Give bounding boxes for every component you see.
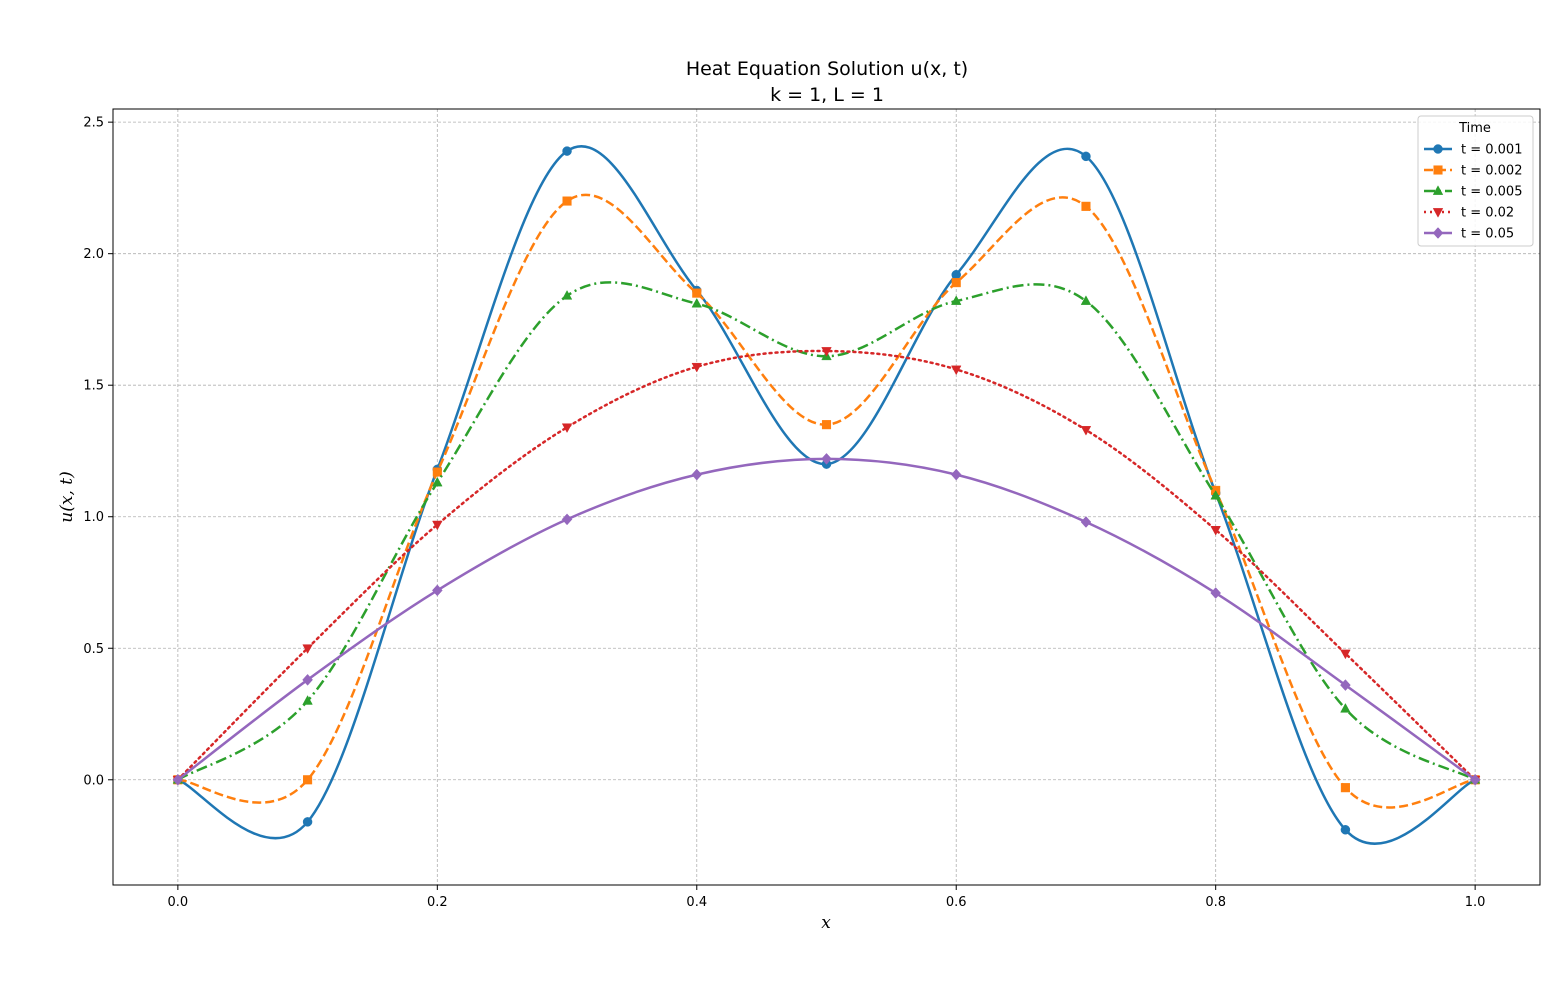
data-point [561,290,573,300]
x-tick-label: 0.2 [427,895,448,910]
legend-item: t = 0.005 [1424,185,1522,200]
data-point [303,775,313,785]
legend-label: t = 0.005 [1461,185,1522,200]
x-axis-ticks: 0.0 0.2 0.4 0.6 0.8 1.0 [168,885,1486,910]
legend-label: t = 0.05 [1461,227,1514,242]
legend-marker [1432,208,1444,218]
data-point [1080,295,1092,305]
data-point [561,423,573,434]
legend-title: Time [1458,121,1491,136]
data-point [691,362,702,373]
data-point [431,584,443,597]
series-t-0-02 [172,347,1481,786]
legend-marker [1433,144,1443,154]
x-tick-label: 1.0 [1465,895,1486,910]
data-point [1080,426,1092,436]
chart-title: Heat Equation Solution u(x, t) [686,58,968,80]
legend-item: t = 0.02 [1424,206,1514,221]
data-point [1081,201,1091,211]
legend-item: t = 0.001 [1424,143,1522,158]
series-t-0-05 [172,452,1481,786]
data-point [432,467,442,477]
legend-marker [1432,185,1444,195]
x-tick-label: 0.8 [1205,895,1226,910]
data-point [432,520,443,531]
data-point [950,468,962,481]
chart-subtitle: k = 1, L = 1 [770,84,884,106]
data-point [1210,526,1221,536]
legend: Time t = 0.001 t = 0.002 t = 0.005 t = 0.02… [1417,115,1534,247]
y-axis-ticks: 0.0 0.5 1.0 1.5 2.0 2.5 [83,116,113,788]
y-tick-label: 2.0 [83,247,104,262]
x-tick-label: 0.4 [686,895,707,910]
data-point [1210,489,1221,500]
data-point [821,420,832,430]
legend-label: t = 0.001 [1461,143,1522,158]
data-point [1340,679,1351,691]
x-tick-label: 0.0 [168,895,189,910]
data-point [951,295,962,305]
plot-frame [112,108,1541,886]
data-point [821,347,832,357]
data-point [1469,773,1481,786]
data-point [302,817,313,827]
y-tick-label: 0.5 [83,642,104,657]
data-point [1340,783,1350,793]
x-tick-label: 0.6 [946,895,967,910]
data-point [1081,151,1091,162]
data-point [951,269,961,280]
legend-marker [1432,227,1444,239]
y-tick-label: 0.0 [83,773,104,788]
y-tick-label: 1.5 [83,379,104,394]
data-point [302,695,313,705]
y-tick-label: 2.5 [83,116,104,131]
legend-item: t = 0.05 [1424,227,1514,242]
data-point [1340,825,1351,835]
data-point [691,297,702,308]
data-point [172,773,184,786]
plot-series [172,145,1481,845]
legend-item: t = 0.002 [1424,164,1522,179]
y-tick-label: 1.0 [83,510,104,525]
data-point [821,452,832,465]
data-point [1340,703,1351,713]
data-point [691,468,703,481]
data-point [1210,587,1222,599]
data-point [692,288,702,298]
legend-marker [1433,165,1443,175]
data-point [562,196,572,206]
y-axis-label: u(x, t) [57,471,77,522]
data-point [1340,649,1351,660]
legend-label: t = 0.002 [1461,164,1522,179]
data-point [432,476,443,487]
data-point [302,644,313,654]
data-point [1080,516,1092,528]
data-point [562,146,572,156]
data-point [951,278,961,288]
x-axis-label: x [821,913,831,933]
data-point [561,513,573,526]
legend-label: t = 0.02 [1461,206,1514,221]
data-point [951,365,962,376]
data-point [302,673,313,686]
